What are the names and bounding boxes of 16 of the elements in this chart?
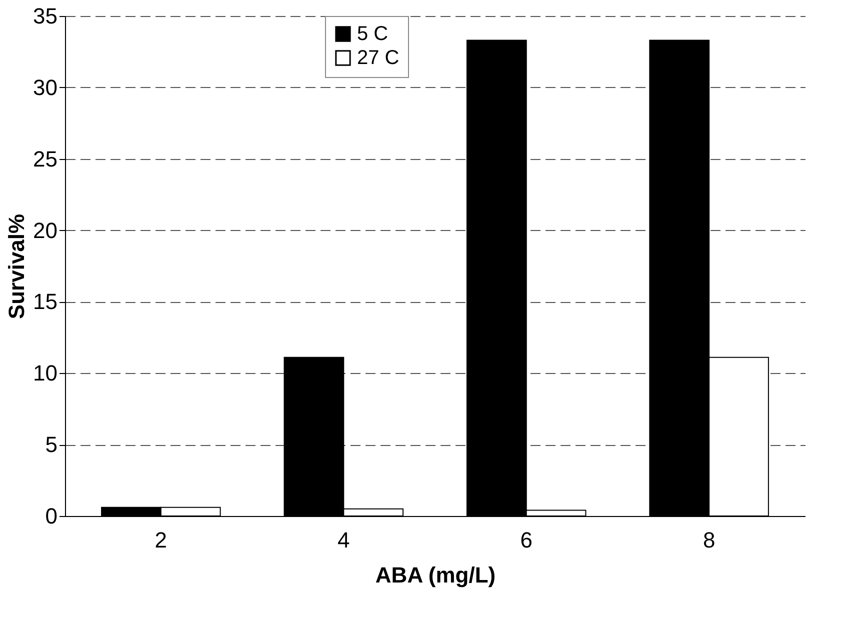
y-tick-label: 10 [33,360,58,386]
y-tick-label: 30 [33,74,58,100]
y-tick-label: 25 [33,146,58,172]
x-axis-title: ABA (mg/L) [375,562,496,588]
x-tick-label: 6 [520,528,532,552]
legend-label: 27 C [357,47,400,69]
y-tick-label: 5 [45,432,58,458]
x-tick-label: 8 [702,528,716,552]
y-tick-label: 35 [33,4,58,28]
x-tick-label: 4 [338,528,350,552]
legend-label: 5 C [357,23,388,45]
y-tick-label: 15 [33,289,58,314]
x-tick-label: 2 [154,528,168,552]
y-tick-label: 0 [45,504,58,528]
y-tick-label: 20 [33,218,58,243]
y-axis-title: Survival% [4,214,30,320]
